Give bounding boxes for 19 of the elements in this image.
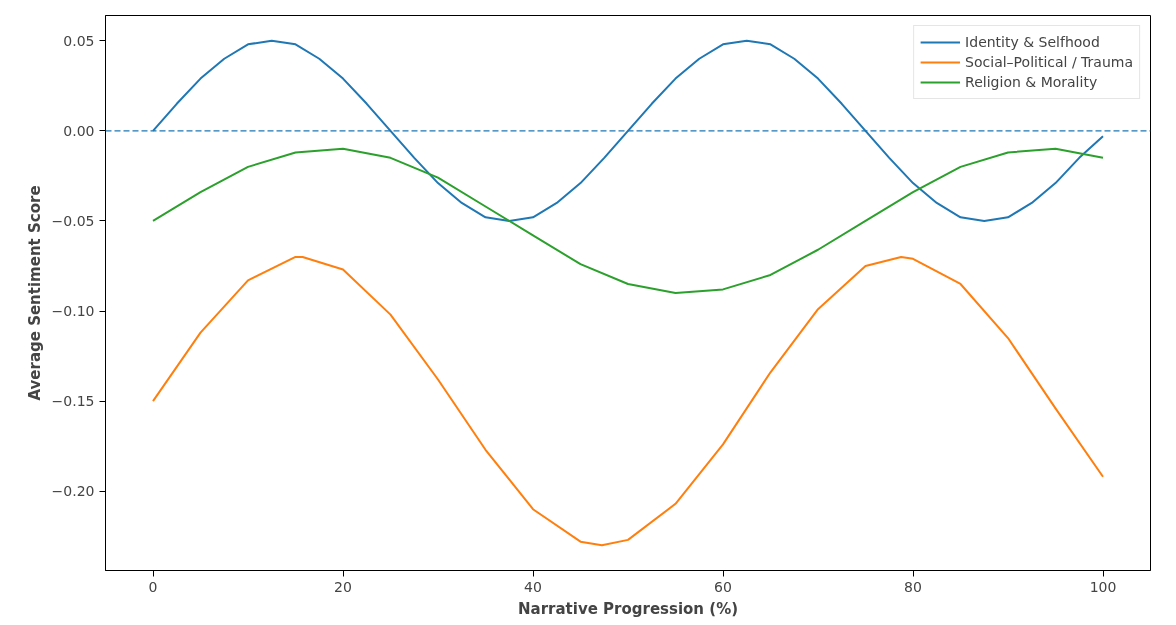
y-axis-title: Average Sentiment Score <box>25 185 44 401</box>
line-series <box>152 147 1104 294</box>
legend-label: Identity & Selfhood <box>965 34 1100 50</box>
x-tick-label: 100 <box>1089 578 1117 595</box>
y-tick-label: −0.10 <box>51 303 95 320</box>
y-tick-label: −0.15 <box>51 393 95 410</box>
legend-label: Religion & Morality <box>965 74 1098 90</box>
legend-label: Social–Political / Trauma <box>965 54 1133 70</box>
x-axis-title: Narrative Progression (%) <box>517 599 739 618</box>
line-series <box>152 255 1104 547</box>
x-tick-label: 60 <box>714 578 732 595</box>
y-tick-label: 0.05 <box>63 32 95 49</box>
x-tick-label: 40 <box>524 578 542 595</box>
y-tick-label: −0.05 <box>51 212 95 229</box>
y-tick-label: −0.20 <box>51 483 95 500</box>
y-tick-label: 0.00 <box>63 122 95 139</box>
x-tick-label: 0 <box>148 578 158 595</box>
x-tick-label: 80 <box>904 578 922 595</box>
x-tick-label: 20 <box>334 578 352 595</box>
